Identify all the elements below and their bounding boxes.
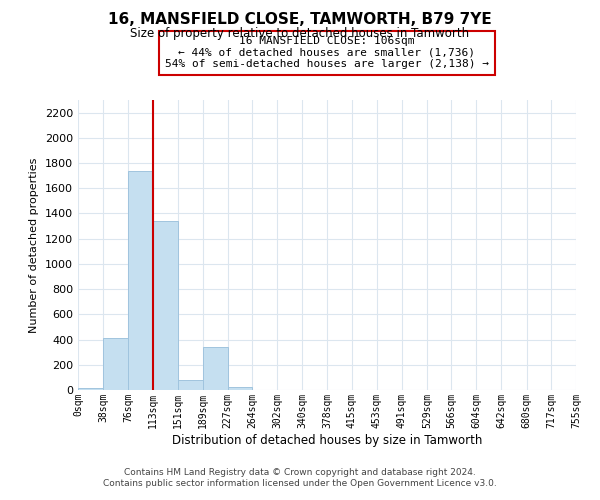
Bar [178,380,203,390]
Bar [203,347,228,390]
Bar [128,171,152,390]
Text: Size of property relative to detached houses in Tamworth: Size of property relative to detached ho… [130,28,470,40]
Bar [152,221,178,390]
Bar [228,387,252,390]
Text: 16 MANSFIELD CLOSE: 106sqm
← 44% of detached houses are smaller (1,736)
54% of s: 16 MANSFIELD CLOSE: 106sqm ← 44% of deta… [165,36,489,70]
Bar [78,388,103,390]
Bar [103,338,128,390]
Text: Contains HM Land Registry data © Crown copyright and database right 2024.
Contai: Contains HM Land Registry data © Crown c… [103,468,497,487]
Text: 16, MANSFIELD CLOSE, TAMWORTH, B79 7YE: 16, MANSFIELD CLOSE, TAMWORTH, B79 7YE [108,12,492,28]
X-axis label: Distribution of detached houses by size in Tamworth: Distribution of detached houses by size … [172,434,482,446]
Y-axis label: Number of detached properties: Number of detached properties [29,158,40,332]
